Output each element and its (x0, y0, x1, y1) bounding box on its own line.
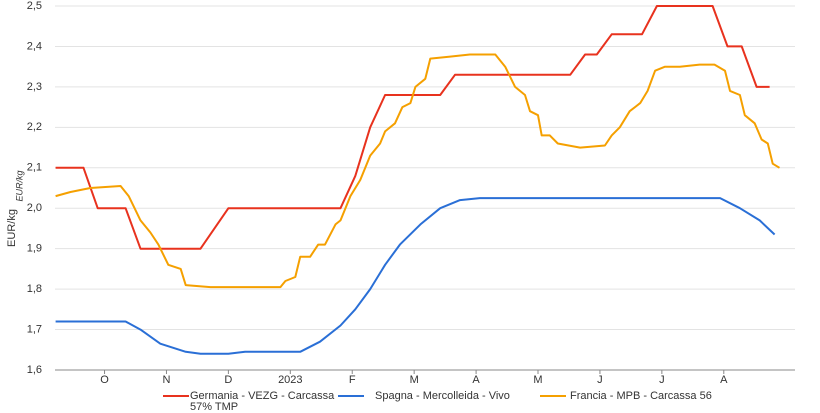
legend-swatch (338, 395, 364, 397)
legend-swatch (540, 395, 566, 397)
y-tick-label: 2,2 (27, 121, 42, 133)
y-tick-label: 1,9 (27, 243, 42, 255)
y-axis-note: EUR/kg (14, 170, 24, 201)
page: {"chart_data": {"type": "line", "ylabel"… (5, 0, 795, 413)
x-tick-label: J (659, 374, 665, 386)
x-tick-label: A (472, 374, 480, 386)
x-tick-label: J (597, 374, 603, 386)
y-tick-label: 2,4 (27, 40, 42, 52)
x-tick-label: A (720, 374, 728, 386)
x-tick-label: F (349, 374, 356, 386)
y-tick-label: 2,0 (27, 202, 42, 214)
y-tick-label: 1,7 (27, 323, 42, 335)
legend-label: Spagna - Mercolleida - Vivo (375, 390, 510, 402)
y-tick-label: 2,1 (27, 162, 42, 174)
series-line (55, 53, 781, 289)
y-tick-label: 1,8 (27, 283, 42, 295)
y-tick-label: 1,6 (27, 364, 42, 376)
y-axis-label: EUR/kg (6, 209, 18, 247)
x-tick-label: O (100, 374, 109, 386)
legend-label: Germania - VEZG - Carcassa 57% TMP (190, 390, 335, 413)
chart: EUR/kg EUR/kg 1,6 1,7 1,8 1,9 2,0 2,1 2,2 2,3 2,… (6, 0, 795, 386)
legend-swatch (163, 395, 189, 397)
x-tick-label: D (224, 374, 232, 386)
x-tick-label: M (533, 374, 542, 386)
x-tick-label: M (410, 374, 419, 386)
x-tick-label: 2023 (278, 374, 302, 386)
y-tick-label: 2,3 (27, 81, 42, 93)
legend-label: Francia - MPB - Carcassa 56 (570, 390, 712, 402)
y-tick-label: 2,5 (27, 0, 42, 12)
x-tick-label: N (162, 374, 170, 386)
series-line (55, 5, 770, 250)
series-line (55, 197, 776, 355)
